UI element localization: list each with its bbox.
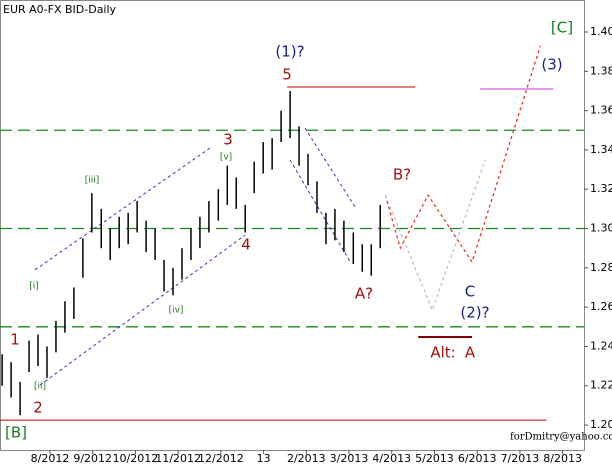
wave-label: 2 xyxy=(33,399,43,417)
y-tick-label: 1.24 xyxy=(590,339,612,352)
wave-label: 4 xyxy=(241,236,251,254)
wave-label: A? xyxy=(355,285,373,303)
y-tick-label: 1.38 xyxy=(590,64,612,77)
y-tick-label: 1.34 xyxy=(590,143,612,156)
wave-label: 5 xyxy=(282,66,292,84)
wave-label: C xyxy=(465,283,475,301)
y-tick-label: 1.30 xyxy=(590,222,612,235)
wave-label: [B] xyxy=(5,424,27,442)
wave-label: (3) xyxy=(541,56,562,74)
x-tick-label: 4/2013 xyxy=(372,452,411,465)
wave-label: [iii] xyxy=(85,176,100,186)
wave-label: [i] xyxy=(29,282,39,292)
x-tick-label: 8/2012 xyxy=(31,452,70,465)
x-tick-label: 9/2012 xyxy=(73,452,112,465)
y-tick-label: 1.36 xyxy=(590,104,612,117)
wave-label: B? xyxy=(393,166,411,184)
watermark: forDmitry@yahoo.com xyxy=(510,432,612,443)
wave-label: A xyxy=(465,344,476,362)
y-tick-label: 1.28 xyxy=(590,261,612,274)
drawn-line xyxy=(304,127,356,208)
wave-label: [iv] xyxy=(169,306,184,316)
x-tick-label: 10/2012 xyxy=(113,452,159,465)
x-tick-label: 8/2013 xyxy=(543,452,582,465)
x-tick-label: 3/2013 xyxy=(330,452,369,465)
x-tick-label: 11/2012 xyxy=(155,452,201,465)
drawn-line xyxy=(289,159,351,263)
drawn-line xyxy=(34,147,211,271)
drawn-line xyxy=(384,45,541,264)
chart-title: EUR A0-FX BID-Daily xyxy=(3,3,117,16)
y-tick-label: 1.20 xyxy=(590,418,612,431)
wave-label: 3 xyxy=(223,131,233,149)
drawn-line xyxy=(384,159,486,312)
wave-label: [C] xyxy=(551,19,573,37)
wave-label: [v] xyxy=(220,153,232,163)
y-tick-label: 1.32 xyxy=(590,182,612,195)
wave-label: Alt: xyxy=(430,344,455,362)
wave-label: [ii] xyxy=(34,382,46,392)
plot-frame xyxy=(0,0,585,451)
y-tick-label: 1.40 xyxy=(590,25,612,38)
x-tick-label: 13 xyxy=(257,452,271,465)
wave-label: 1 xyxy=(10,331,20,349)
y-tick-label: 1.22 xyxy=(590,379,612,392)
drawn-line xyxy=(39,234,246,386)
y-tick-label: 1.26 xyxy=(590,300,612,313)
x-tick-label: 7/2013 xyxy=(501,452,540,465)
x-tick-label: 12/2012 xyxy=(198,452,244,465)
wave-label: (2)? xyxy=(460,304,489,322)
x-tick-label: 2/2013 xyxy=(287,452,326,465)
x-tick-label: 5/2013 xyxy=(415,452,454,465)
wave-label: (1)? xyxy=(275,43,304,61)
x-tick-label: 6/2013 xyxy=(458,452,497,465)
